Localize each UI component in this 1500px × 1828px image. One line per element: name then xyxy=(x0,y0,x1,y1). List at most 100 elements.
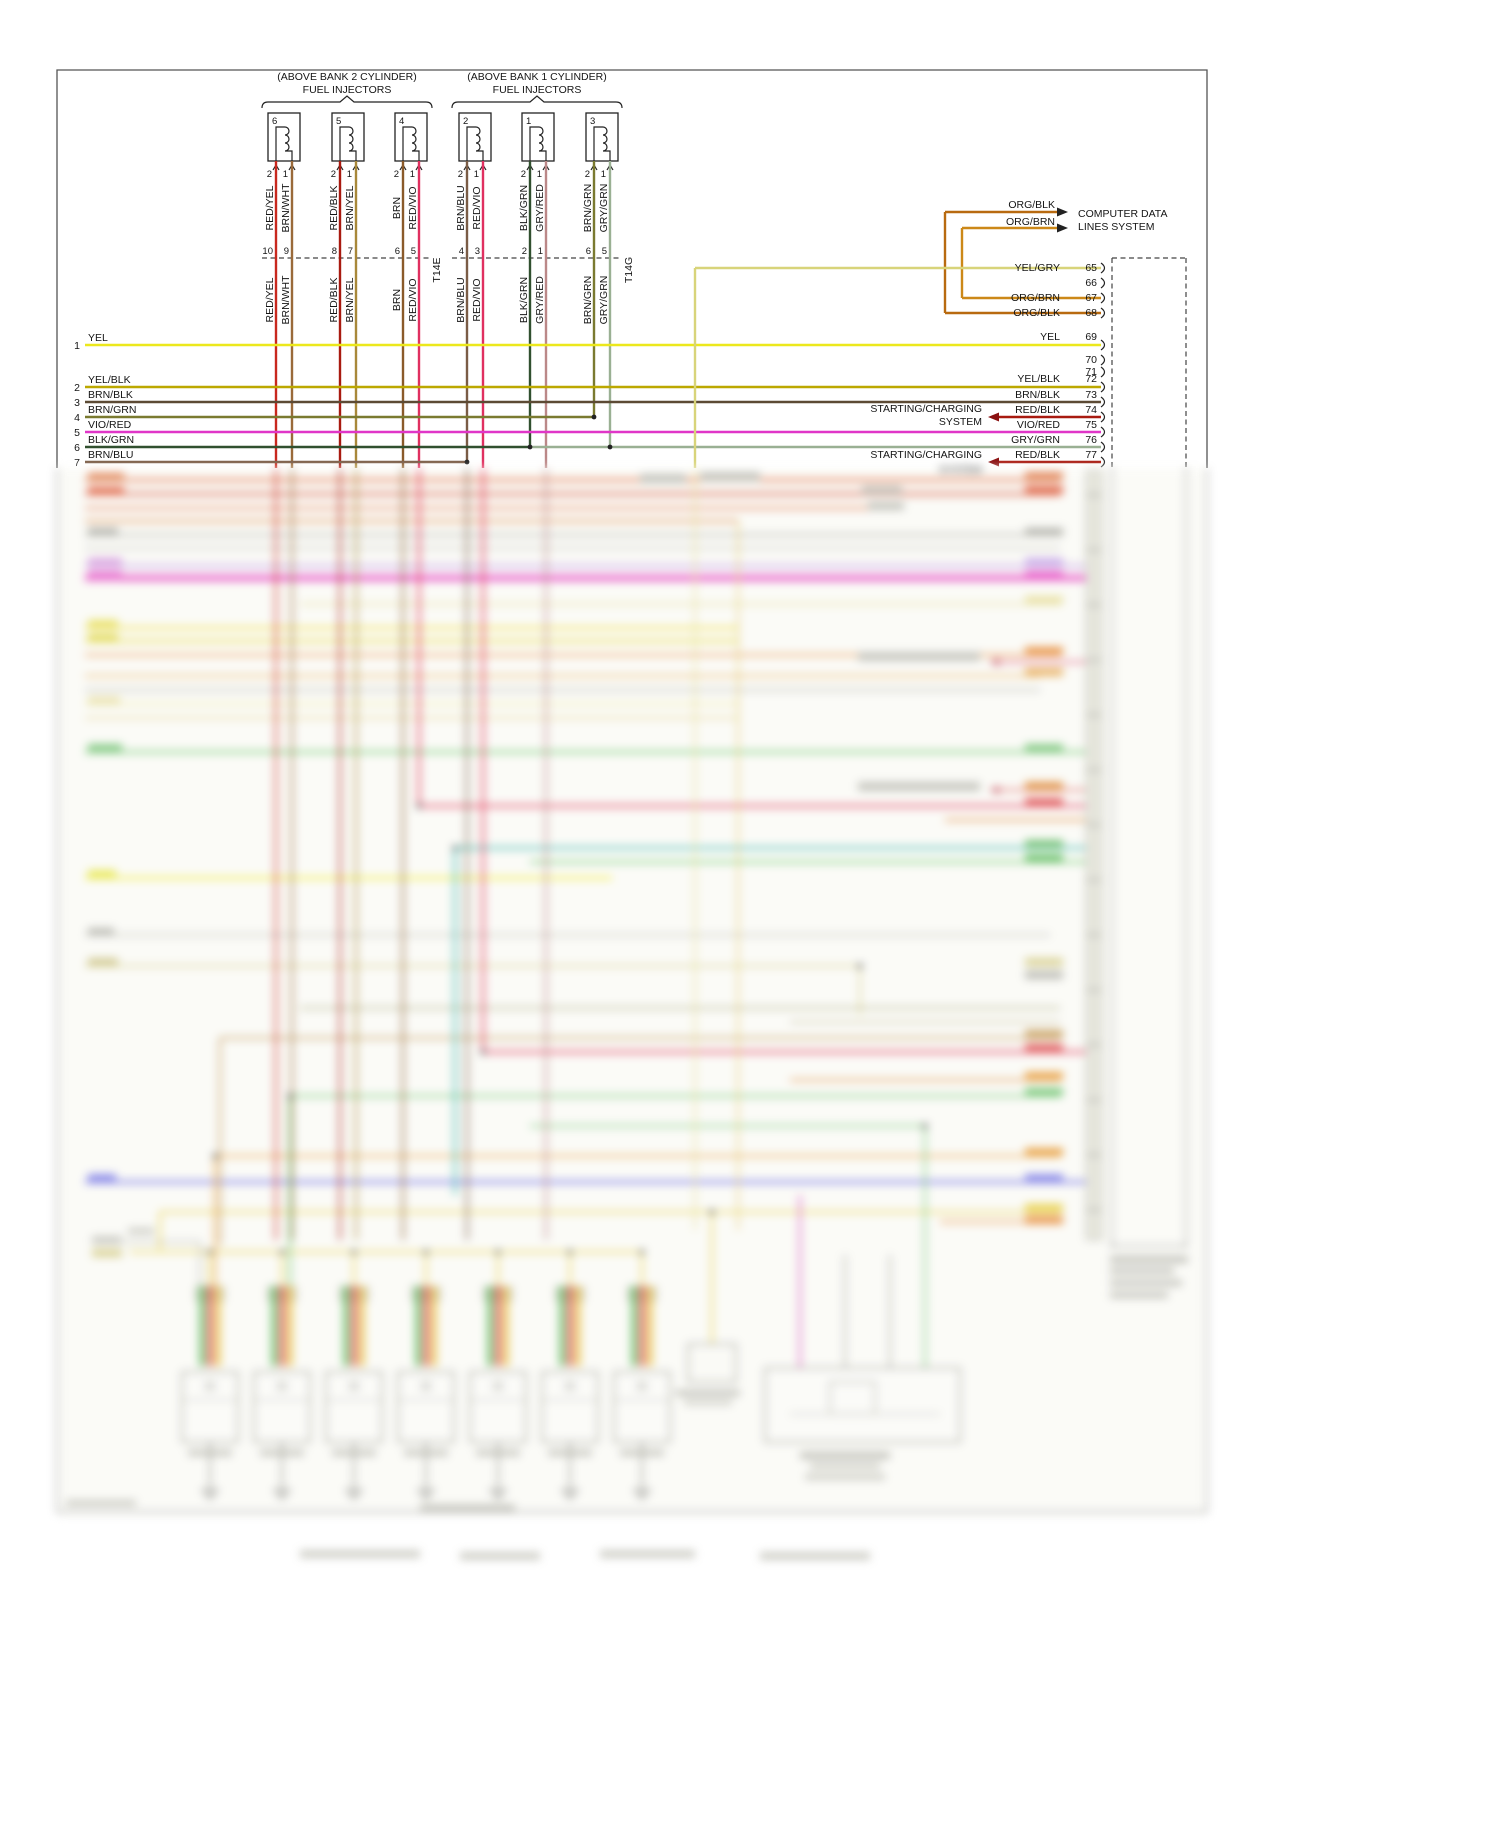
pin-number: 72 xyxy=(1085,373,1097,385)
bank1-header-line2: FUEL INJECTORS xyxy=(493,84,582,96)
pin-number: 71 xyxy=(1085,366,1097,378)
pcm-pin-71: 71 xyxy=(1085,366,1106,378)
pin-number: 70 xyxy=(1085,354,1097,366)
injector-coil-symbol xyxy=(402,126,420,161)
arrow-right-icon xyxy=(1057,223,1068,233)
row-wire-color: VIO/RED xyxy=(88,419,132,431)
wire-color-label: RED/BLK xyxy=(328,278,340,323)
injector-coil-symbol xyxy=(275,126,293,161)
blurred-lower-diagram: SYSTEM xyxy=(56,464,1208,1560)
injector-2: 2 2 1 BRN/BLU RED/VIO 4 3 BRN/BLU RED/VI… xyxy=(455,112,492,323)
pcm-pin-68: ORG/BLK 68 xyxy=(1013,307,1106,319)
bank1-brace xyxy=(451,95,623,109)
left-row-3: 3 BRN/BLK xyxy=(74,389,1101,409)
junction-dot xyxy=(607,444,613,450)
connector-pin-number: 9 xyxy=(284,246,289,257)
pin-terminal-bracket xyxy=(1100,339,1106,351)
computer-data-lines-block: ORG/BLK ORG/BRN COMPUTER DATA LINES SYST… xyxy=(943,199,1167,315)
starting-charging-block-1: STARTING/CHARGING SYSTEM xyxy=(870,403,1101,428)
injector-box xyxy=(331,112,365,162)
pcm-pin-65: YEL/GRY 65 xyxy=(1015,262,1106,274)
pin-terminal-bracket xyxy=(1100,396,1106,408)
pin-number: 73 xyxy=(1085,389,1097,401)
injector-pin-number: 2 xyxy=(521,169,526,180)
row-number: 4 xyxy=(74,412,80,424)
left-row-6: 6 BLK/GRN xyxy=(74,434,1101,454)
connector-pin-number: 10 xyxy=(262,246,273,257)
wire-color-label: BLK/GRN xyxy=(518,185,530,231)
wire-color-label: RED/VIO xyxy=(471,186,483,229)
left-row-7: 7 BRN/BLU xyxy=(74,449,467,469)
pin-terminal-bracket xyxy=(1100,441,1106,453)
connector-pin-number: 6 xyxy=(586,246,591,257)
wire-color-label: BRN/WHT xyxy=(280,183,292,233)
wire-color-label: GRY/GRN xyxy=(598,184,610,233)
connector-label-t14g: T14G xyxy=(623,257,635,283)
system-ref-label: SYSTEM xyxy=(939,464,982,476)
junction-dot xyxy=(591,414,597,420)
left-row-2: 2 YEL/BLK xyxy=(74,374,1101,394)
left-row-5: 5 VIO/RED xyxy=(74,419,1101,439)
pcm-pin-66: 66 xyxy=(1085,277,1106,289)
injector-3: 3 2 1 BRN/GRN GRY/GRN 6 5 BRN/GRN GRY/GR… xyxy=(582,112,619,324)
pin-terminal-bracket xyxy=(1100,262,1106,274)
injector-pin-number: 2 xyxy=(585,169,590,180)
pin-wire-color: GRY/GRN xyxy=(1011,434,1060,446)
bank2-brace xyxy=(261,95,433,109)
pin-number: 65 xyxy=(1085,262,1097,274)
pcm-pin-69: YEL 69 xyxy=(1040,331,1106,351)
pin-wire-color: YEL/BLK xyxy=(1017,373,1060,385)
injector-number: 1 xyxy=(526,116,531,127)
wire-color-label: RED/YEL xyxy=(264,185,276,230)
injector-pin-number: 1 xyxy=(601,169,606,180)
pin-wire-color: RED/BLK xyxy=(1015,449,1060,461)
row-wire-color: YEL/BLK xyxy=(88,374,131,386)
injector-coil-symbol xyxy=(339,126,357,161)
row-number: 1 xyxy=(74,340,80,352)
row-wire-color: BLK/GRN xyxy=(88,434,134,446)
pcm-pin-76: GRY/GRN 76 xyxy=(1011,434,1106,453)
arrow-left-icon xyxy=(988,412,999,422)
pin-terminal-bracket xyxy=(1100,292,1106,304)
pin-number: 74 xyxy=(1085,404,1097,416)
wire-color-label: ORG/BLK xyxy=(1008,199,1055,211)
pcm-pin-77: RED/BLK 77 xyxy=(1015,449,1106,468)
connector-pin-number: 3 xyxy=(475,246,480,257)
arrow-left-icon xyxy=(988,457,999,467)
injector-number: 4 xyxy=(399,116,404,127)
pin-number: 67 xyxy=(1085,292,1097,304)
wire-color-label: RED/VIO xyxy=(471,278,483,321)
arrow-right-icon xyxy=(1057,207,1068,217)
pin-wire-color: BRN/BLK xyxy=(1015,389,1060,401)
pcm-pin-75: VIO/RED 75 xyxy=(1017,419,1106,438)
wire-color-label: BLK/GRN xyxy=(518,277,530,323)
row-number: 3 xyxy=(74,397,80,409)
injector-box xyxy=(458,112,492,162)
pin-terminal-bracket xyxy=(1100,456,1106,468)
row-number: 2 xyxy=(74,382,80,394)
pin-terminal-bracket xyxy=(1100,426,1106,438)
bank2-header-line2: FUEL INJECTORS xyxy=(303,84,392,96)
junction-dot xyxy=(527,444,533,450)
wire-color-label: RED/VIO xyxy=(407,186,419,229)
system-ref-label: STARTING/CHARGING xyxy=(870,449,982,461)
row-wire-color: BRN/BLU xyxy=(88,449,134,461)
row-number: 5 xyxy=(74,427,80,439)
injector-pin-number: 1 xyxy=(410,169,415,180)
row-wire-color: BRN/GRN xyxy=(88,404,136,416)
injector-pin-number: 1 xyxy=(474,169,479,180)
wire-color-label: BRN/YEL xyxy=(344,277,356,322)
pcm-pin-73: BRN/BLK 73 xyxy=(1015,389,1106,408)
wire-color-label: BRN/BLU xyxy=(455,277,467,323)
wire-color-label: RED/YEL xyxy=(264,277,276,322)
pin-terminal-bracket xyxy=(1100,277,1106,289)
injector-coil-symbol xyxy=(529,126,547,161)
injector-number: 5 xyxy=(336,116,341,127)
pin-terminal-bracket xyxy=(1100,307,1106,319)
injector-6: 6 2 1 RED/YEL BRN/WHT 10 9 RED/YEL BRN/W… xyxy=(262,112,301,325)
injector-box xyxy=(267,112,301,162)
wire-color-label: RED/BLK xyxy=(328,186,340,231)
junction-dot xyxy=(464,459,470,465)
injector-1: 1 2 1 BLK/GRN GRY/RED 2 1 BLK/GRN GRY/RE… xyxy=(518,112,555,324)
wire-color-label: GRY/RED xyxy=(534,184,546,232)
